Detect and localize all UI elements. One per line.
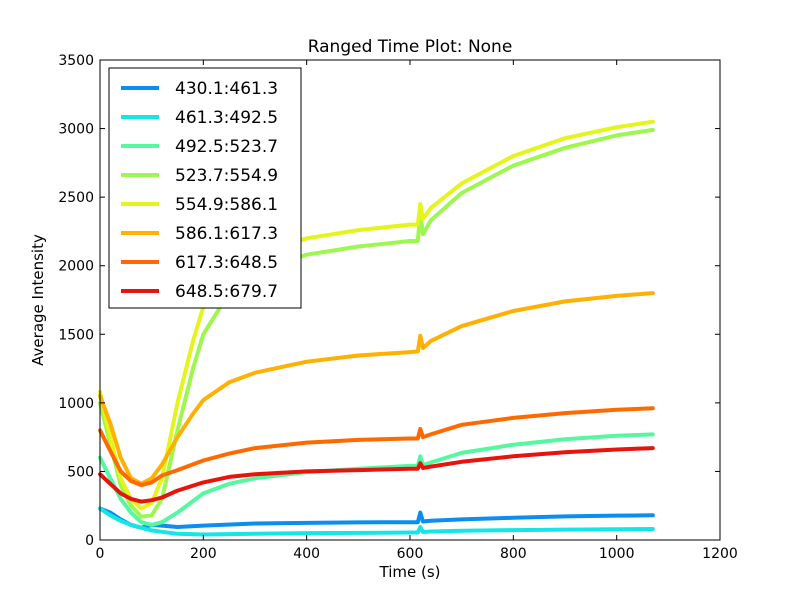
y-tick-label-0: 0	[85, 533, 94, 549]
series-line-6	[98, 406, 655, 488]
y-tick-label-5: 2500	[58, 190, 94, 206]
legend-label-0: 430.1:461.3	[175, 79, 278, 99]
y-axis-label: Average Intensity	[29, 234, 47, 366]
y-tick-label-7: 3500	[58, 53, 94, 69]
legend-label-5: 586.1:617.3	[175, 224, 278, 244]
chart-title: Ranged Time Plot: None	[308, 37, 513, 57]
legend-box	[108, 67, 302, 309]
x-tick-label-5: 1000	[599, 546, 635, 562]
y-tick-label-1: 500	[67, 464, 94, 480]
y-tick-label-3: 1500	[58, 327, 94, 343]
y-tick-label-6: 3000	[58, 122, 94, 138]
y-tick-label-4: 2000	[58, 259, 94, 275]
legend: 430.1:461.3 461.3:492.5 492.5:523.7 523.7:5…	[108, 67, 302, 309]
x-axis-label: Time (s)	[379, 563, 441, 581]
legend-label-7: 648.5:679.7	[175, 282, 278, 302]
x-tick-label-6: 1200	[702, 546, 738, 562]
legend-label-1: 461.3:492.5	[175, 108, 278, 128]
x-tick-label-0: 0	[96, 546, 105, 562]
legend-label-2: 492.5:523.7	[175, 137, 278, 157]
legend-label-6: 617.3:648.5	[175, 253, 278, 273]
x-tick-label-4: 800	[500, 546, 527, 562]
series-line-7	[98, 446, 655, 504]
legend-label-4: 554.9:586.1	[175, 195, 278, 215]
x-tick-label-1: 200	[190, 546, 217, 562]
x-tick-label-3: 600	[397, 546, 424, 562]
y-tick-label-2: 1000	[58, 396, 94, 412]
series-line-1	[98, 506, 655, 537]
x-tick-label-2: 400	[293, 546, 320, 562]
axis-ticks: 0 200 400 600 800 1000 1200 0 500 1000 1500 2000 250…	[58, 53, 737, 562]
legend-label-3: 523.7:554.9	[175, 166, 278, 186]
